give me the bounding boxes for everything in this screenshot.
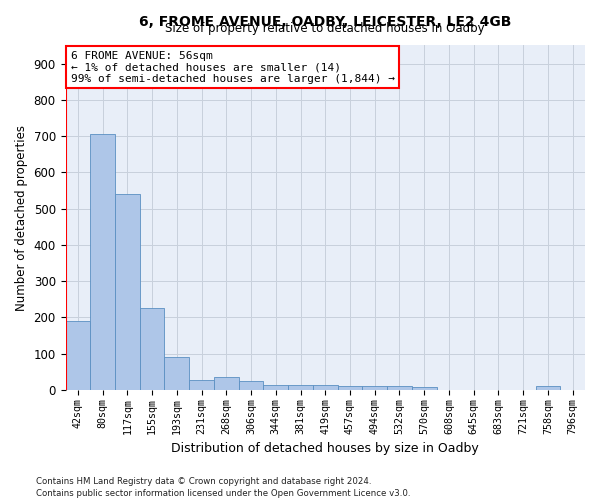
Bar bbox=[362, 386, 387, 390]
Bar bbox=[536, 386, 560, 390]
Bar bbox=[115, 194, 140, 390]
Bar bbox=[313, 386, 338, 390]
Bar bbox=[239, 381, 263, 390]
Bar bbox=[263, 385, 288, 390]
Bar bbox=[164, 356, 189, 390]
Bar bbox=[90, 134, 115, 390]
Text: Size of property relative to detached houses in Oadby: Size of property relative to detached ho… bbox=[166, 22, 485, 35]
Bar bbox=[387, 386, 412, 390]
Bar bbox=[338, 386, 362, 390]
Bar bbox=[65, 321, 90, 390]
Bar bbox=[189, 380, 214, 390]
X-axis label: Distribution of detached houses by size in Oadby: Distribution of detached houses by size … bbox=[172, 442, 479, 455]
Bar bbox=[214, 376, 239, 390]
Y-axis label: Number of detached properties: Number of detached properties bbox=[15, 124, 28, 310]
Text: Contains HM Land Registry data © Crown copyright and database right 2024.
Contai: Contains HM Land Registry data © Crown c… bbox=[36, 476, 410, 498]
Bar bbox=[140, 308, 164, 390]
Text: 6 FROME AVENUE: 56sqm
← 1% of detached houses are smaller (14)
99% of semi-detac: 6 FROME AVENUE: 56sqm ← 1% of detached h… bbox=[71, 50, 395, 84]
Bar bbox=[412, 387, 437, 390]
Title: 6, FROME AVENUE, OADBY, LEICESTER, LE2 4GB: 6, FROME AVENUE, OADBY, LEICESTER, LE2 4… bbox=[139, 15, 511, 29]
Bar bbox=[288, 386, 313, 390]
